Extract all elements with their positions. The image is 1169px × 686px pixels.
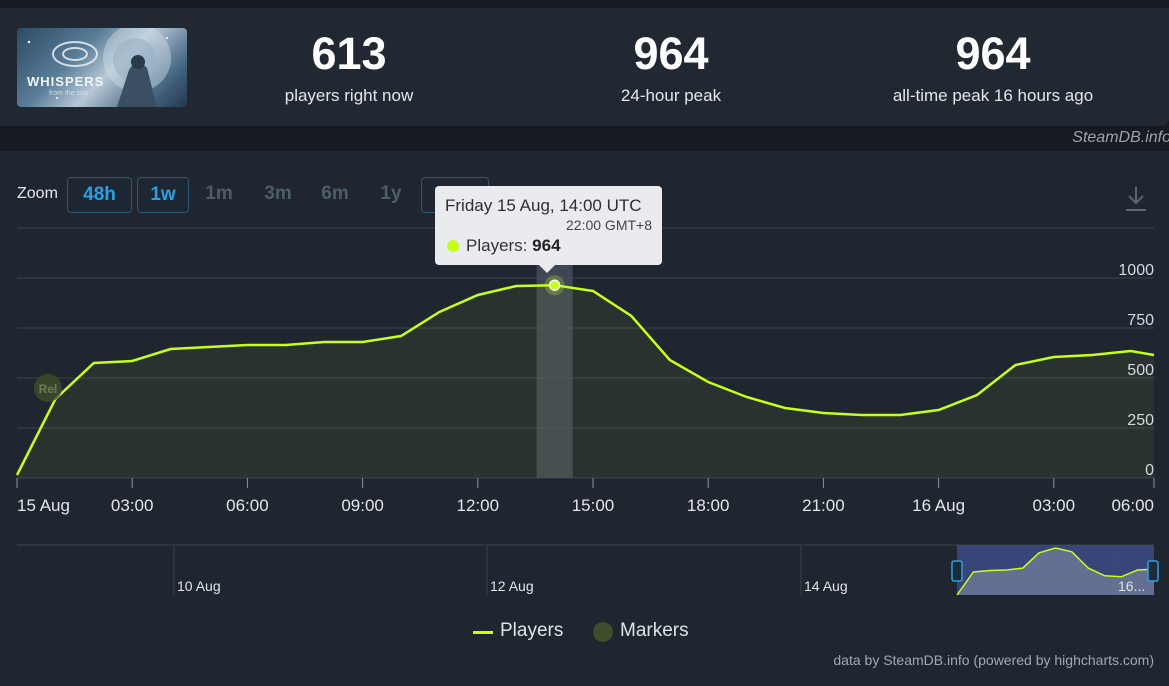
x-tick-label: 03:00	[1033, 496, 1076, 515]
navigator-series-line	[956, 547, 1155, 596]
navigator-label: 16...	[1118, 578, 1145, 594]
y-axis-ticks: 0 250 500 750 1000	[1118, 262, 1154, 479]
x-tick-label: 12:00	[457, 496, 500, 515]
steamdb-attribution[interactable]: SteamDB.info	[1072, 129, 1169, 146]
zoom-1w-button[interactable]: 1w	[137, 177, 189, 213]
legend-players-label: Players	[500, 620, 564, 641]
tooltip-value: 964	[532, 236, 561, 255]
x-tick-label: 18:00	[687, 496, 730, 515]
y-tick-label: 750	[1127, 312, 1154, 329]
y-tick-label: 1000	[1118, 262, 1154, 279]
navigator-label: 12 Aug	[490, 578, 534, 594]
navigator-label: 14 Aug	[804, 578, 848, 594]
stat-all-time-peak: 964 all-time peak 16 hours ago	[863, 28, 1123, 106]
y-tick-label: 500	[1127, 362, 1154, 379]
release-marker-label: Rel	[39, 382, 58, 396]
stats-panel: WHISPERS from the star 613 players right…	[0, 8, 1169, 126]
markers-legend-swatch	[593, 622, 613, 642]
x-tick-label: 15 Aug	[17, 496, 70, 515]
navigator[interactable]: 10 Aug 12 Aug 14 Aug 16...	[17, 544, 1159, 596]
y-tick-label: 0	[1145, 462, 1154, 479]
data-points	[544, 275, 565, 296]
x-tick-label: 03:00	[111, 496, 154, 515]
peak-24h-label: 24-hour peak	[620, 86, 722, 105]
navigator-area	[957, 548, 1154, 595]
y-tick-label: 250	[1127, 412, 1154, 429]
x-axis-ticks: 15 Aug 03:00 06:00 09:00 12:00 15:00 18:00 21:0…	[16, 478, 1155, 515]
zoom-1m-button[interactable]: 1m	[205, 183, 233, 204]
stat-24h-peak: 964 24-hour peak	[541, 28, 801, 106]
all-time-peak-label: all-time peak 16 hours ago	[892, 86, 1094, 105]
players-area	[17, 285, 1154, 478]
players-legend-swatch	[473, 631, 493, 634]
download-icon[interactable]	[1124, 185, 1148, 213]
x-tick-label: 15:00	[572, 496, 615, 515]
players-line[interactable]	[15, 283, 1155, 476]
legend-item-markers[interactable]: Markers	[593, 620, 703, 644]
tooltip-title: Friday 15 Aug, 14:00 UTC	[445, 196, 642, 215]
x-tick-label: 16 Aug	[912, 496, 965, 515]
navigator-left-handle	[951, 560, 963, 582]
x-tick-label: 09:00	[341, 496, 384, 515]
x-tick-label: 21:00	[802, 496, 845, 515]
current-players-value: 613	[311, 28, 387, 79]
highlight-point	[548, 279, 561, 291]
game-thumbnail[interactable]: WHISPERS from the star	[17, 28, 187, 107]
navigator-right-handle	[1147, 560, 1159, 582]
footer-credit[interactable]: data by SteamDB.info (powered by highcha…	[833, 652, 1154, 668]
tooltip-arrow	[539, 265, 555, 273]
tooltip-series-dot	[447, 240, 459, 252]
event-markers: Rel	[34, 374, 62, 402]
tooltip-series-label: Players:	[466, 236, 528, 255]
release-marker	[34, 374, 62, 402]
game-subtitle: from the star	[49, 90, 89, 97]
zoom-1y-button[interactable]: 1y	[380, 183, 402, 204]
game-title: WHISPERS	[27, 74, 105, 89]
legend-item-players[interactable]: Players	[473, 620, 573, 644]
tooltip-series: Players: 964	[466, 236, 561, 256]
zoom-48h-button[interactable]: 48h	[67, 177, 132, 213]
chart-tooltip: Friday 15 Aug, 14:00 UTC 22:00 GMT+8 Pla…	[435, 186, 662, 273]
x-tick-label: 06:00	[226, 496, 269, 515]
game-art-image	[27, 28, 171, 107]
zoom-3m-button[interactable]: 3m	[264, 183, 292, 204]
stat-current-players: 613 players right now	[219, 28, 479, 106]
zoom-label: Zoom	[17, 185, 58, 202]
x-tick-label: 06:00	[1111, 496, 1154, 515]
current-players-label: players right now	[284, 86, 414, 105]
legend-markers-label: Markers	[620, 620, 689, 641]
tooltip-subtitle: 22:00 GMT+8	[566, 217, 652, 233]
peak-24h-value: 964	[633, 28, 709, 79]
navigator-label: 10 Aug	[177, 578, 221, 594]
all-time-peak-value: 964	[955, 28, 1031, 79]
zoom-6m-button[interactable]: 6m	[321, 183, 349, 204]
